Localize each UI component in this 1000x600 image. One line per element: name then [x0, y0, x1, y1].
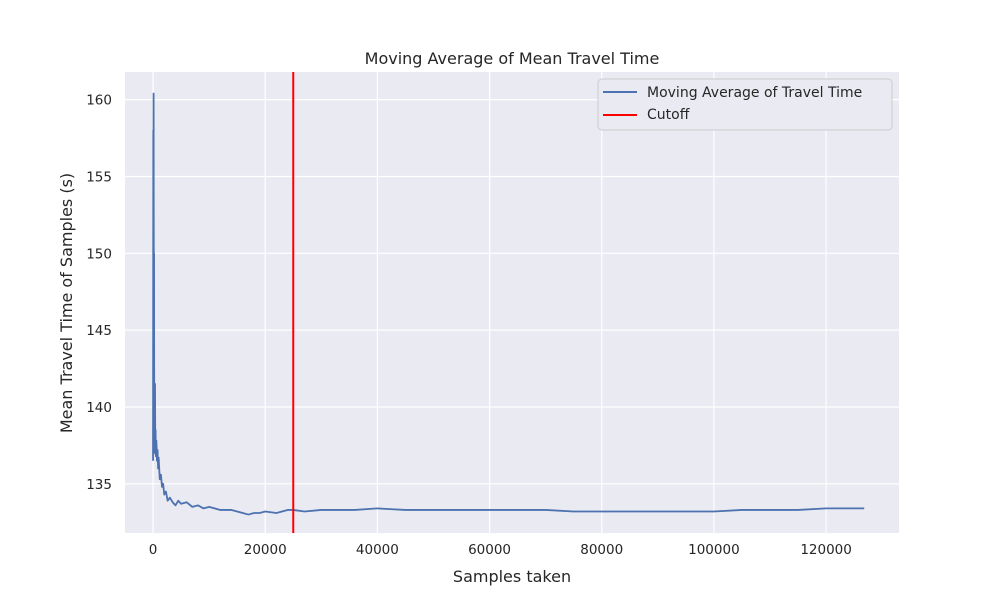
- legend-box: [597, 78, 893, 131]
- x-tick-label: 40000: [356, 542, 399, 558]
- y-tick-label: 145: [86, 323, 112, 339]
- legend: Moving Average of Travel Time Cutoff: [597, 78, 893, 131]
- y-tick-label: 150: [86, 246, 112, 262]
- y-tick-label: 135: [86, 477, 112, 493]
- x-tick-label: 100000: [688, 542, 740, 558]
- chart-title: Moving Average of Mean Travel Time: [365, 49, 660, 68]
- legend-label-travel-time: Moving Average of Travel Time: [647, 85, 862, 101]
- legend-label-cutoff: Cutoff: [647, 107, 690, 123]
- x-tick-label: 120000: [800, 542, 852, 558]
- grid-lines: [125, 72, 899, 533]
- tick-labels: 0 20000 40000 60000 80000 100000 120000 135 140 1…: [86, 93, 852, 558]
- series-line-travel-time: [152, 92, 865, 516]
- x-tick-label: 80000: [580, 542, 623, 558]
- x-tick-label: 0: [149, 542, 158, 558]
- x-tick-label: 20000: [244, 542, 287, 558]
- y-tick-label: 160: [86, 93, 112, 109]
- x-tick-label: 60000: [468, 542, 511, 558]
- y-axis-label: Mean Travel Time of Samples (s): [57, 173, 76, 433]
- series-layer: [152, 92, 865, 516]
- plot-area: [125, 72, 899, 533]
- y-tick-label: 140: [86, 400, 112, 416]
- y-tick-label: 155: [86, 169, 112, 185]
- x-axis-label: Samples taken: [453, 567, 571, 586]
